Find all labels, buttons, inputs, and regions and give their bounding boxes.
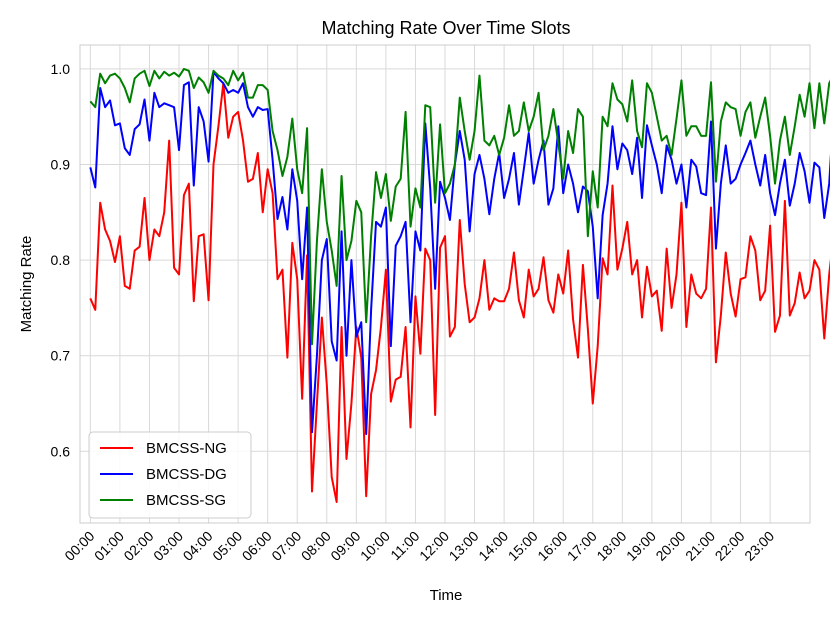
- grid: [80, 45, 810, 523]
- legend: BMCSS-NG BMCSS-DG BMCSS-SG: [88, 431, 252, 519]
- x-tick-label: 02:00: [120, 528, 156, 564]
- y-tick-label: 0.9: [51, 157, 71, 173]
- legend-label: BMCSS-DG: [146, 466, 227, 483]
- x-tick-label: 11:00: [387, 528, 423, 564]
- x-tick-label: 06:00: [239, 528, 275, 564]
- legend-label: BMCSS-NG: [146, 440, 227, 457]
- series-line-bmcss-ng: [89, 82, 830, 503]
- y-tick-label: 0.6: [51, 443, 71, 459]
- x-tick-label: 14:00: [475, 528, 511, 564]
- legend-label: BMCSS-SG: [146, 492, 226, 509]
- legend-box: [88, 431, 252, 519]
- x-tick-label: 20:00: [652, 528, 688, 564]
- x-tick-label: 01:00: [91, 528, 127, 564]
- x-tick-labels: 00:0001:0002:0003:0004:0005:0006:0007:00…: [61, 528, 777, 564]
- series-line-bmcss-dg: [89, 70, 830, 436]
- series-lines: [89, 67, 830, 503]
- x-tick-label: 22:00: [712, 528, 748, 564]
- x-tick-label: 13:00: [446, 528, 482, 564]
- x-axis-label: Time: [430, 587, 463, 604]
- chart-title: Matching Rate Over Time Slots: [321, 18, 570, 38]
- x-tick-label: 12:00: [416, 528, 452, 564]
- y-axis-label: Matching Rate: [18, 236, 35, 333]
- x-tick-label: 05:00: [209, 528, 245, 564]
- x-tick-label: 09:00: [327, 528, 363, 564]
- y-tick-label: 0.7: [51, 348, 71, 364]
- x-tick-label: 04:00: [180, 528, 216, 564]
- x-tick-label: 23:00: [741, 528, 777, 564]
- x-tick-label: 19:00: [623, 528, 659, 564]
- x-tick-label: 00:00: [61, 528, 97, 564]
- x-tick-label: 21:00: [682, 528, 718, 564]
- x-tick-label: 18:00: [593, 528, 629, 564]
- y-tick-label: 0.8: [51, 252, 71, 268]
- x-tick-label: 10:00: [357, 528, 393, 564]
- y-tick-label: 1.0: [51, 61, 71, 77]
- y-tick-labels: 0.6 0.7 0.8 0.9 1.0: [51, 61, 71, 459]
- x-tick-label: 15:00: [505, 528, 541, 564]
- x-tick-label: 16:00: [534, 528, 570, 564]
- x-tick-label: 07:00: [268, 528, 304, 564]
- x-tick-label: 03:00: [150, 528, 186, 564]
- series-line-bmcss-sg: [89, 67, 830, 346]
- x-tick-label: 17:00: [564, 528, 600, 564]
- x-tick-label: 08:00: [298, 528, 334, 564]
